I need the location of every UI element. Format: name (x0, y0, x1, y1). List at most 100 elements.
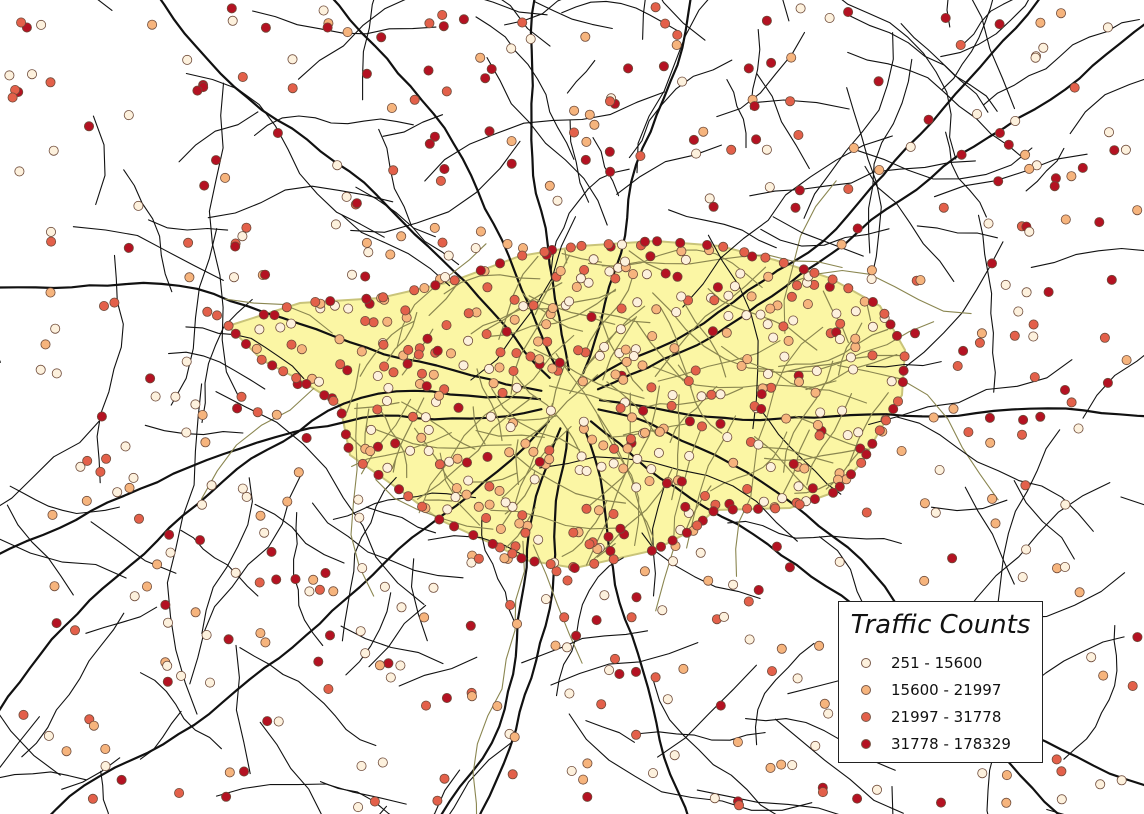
traffic-count-marker (466, 691, 477, 702)
traffic-count-marker (631, 482, 642, 493)
traffic-count-marker (919, 575, 930, 586)
traffic-count-marker (109, 297, 120, 308)
traffic-count-marker (422, 333, 433, 344)
traffic-count-marker (518, 301, 529, 312)
traffic-count-marker (722, 432, 733, 443)
traffic-count-marker (564, 296, 575, 307)
minor-road (475, 16, 575, 160)
traffic-count-marker (511, 382, 522, 393)
traffic-count-marker (952, 360, 963, 371)
traffic-count-marker (420, 700, 431, 711)
traffic-count-marker (963, 427, 974, 438)
traffic-count-marker (728, 579, 739, 590)
traffic-count-marker (569, 105, 580, 116)
minor-road (941, 0, 994, 90)
traffic-count-marker (723, 310, 734, 321)
traffic-count-marker (785, 96, 796, 107)
traffic-count-marker (357, 458, 368, 469)
zone-street (510, 304, 551, 395)
traffic-count-marker (382, 462, 393, 473)
traffic-count-marker (473, 501, 484, 512)
minor-road (341, 214, 451, 287)
traffic-count-marker (712, 282, 723, 293)
traffic-count-marker (228, 272, 239, 283)
traffic-count-marker (128, 472, 139, 483)
traffic-count-marker (680, 254, 691, 265)
legend-label-class-3: 21997 - 31778 (891, 708, 1002, 726)
traffic-count-marker (615, 523, 626, 534)
traffic-count-marker (494, 362, 505, 373)
minor-road (6, 504, 74, 596)
traffic-count-marker (507, 548, 518, 559)
traffic-count-marker (605, 166, 616, 177)
traffic-count-marker (564, 688, 575, 699)
traffic-count-marker (484, 126, 495, 137)
traffic-count-marker (728, 457, 739, 468)
traffic-count-marker (792, 280, 803, 291)
traffic-count-marker (581, 503, 592, 514)
traffic-count-marker (762, 319, 773, 330)
legend-label-class-2: 15600 - 21997 (891, 681, 1002, 699)
traffic-count-marker (199, 180, 210, 191)
minor-road (846, 87, 882, 282)
minor-road (657, 664, 757, 758)
traffic-count-marker (301, 378, 312, 389)
traffic-count-marker (667, 535, 678, 546)
traffic-count-marker (718, 241, 729, 252)
traffic-count-marker (241, 222, 252, 233)
traffic-count-marker (798, 264, 809, 275)
traffic-count-marker (867, 438, 878, 449)
minor-road (788, 269, 972, 315)
traffic-count-marker (604, 266, 615, 277)
traffic-count-marker (1077, 162, 1088, 173)
traffic-count-marker (552, 195, 563, 206)
traffic-count-marker (1086, 652, 1097, 663)
traffic-count-marker (582, 791, 593, 802)
traffic-count-points (4, 2, 1143, 813)
traffic-count-marker (793, 481, 804, 492)
traffic-count-marker (652, 236, 663, 247)
minor-road (201, 298, 253, 424)
traffic-count-marker (650, 2, 661, 13)
traffic-count-marker (872, 784, 883, 795)
traffic-count-marker (101, 453, 112, 464)
traffic-count-marker (1017, 572, 1028, 583)
traffic-count-marker (441, 320, 452, 331)
traffic-count-marker (47, 509, 58, 520)
traffic-count-marker (577, 376, 588, 387)
traffic-count-marker (366, 424, 377, 435)
traffic-count-marker (416, 432, 427, 443)
traffic-count-marker (896, 445, 907, 456)
traffic-count-marker (501, 326, 512, 337)
traffic-count-marker (251, 343, 262, 354)
traffic-count-marker (506, 158, 517, 169)
traffic-count-marker (281, 302, 292, 313)
traffic-count-marker (1000, 279, 1011, 290)
traffic-count-marker (580, 154, 591, 165)
minor-road (375, 479, 494, 530)
minor-road (933, 153, 1088, 198)
traffic-count-marker (843, 7, 854, 17)
traffic-count-marker (374, 660, 385, 671)
traffic-count-marker (1073, 423, 1084, 434)
traffic-count-marker (256, 354, 267, 365)
traffic-count-marker (608, 554, 619, 565)
minor-road (382, 114, 444, 137)
traffic-count-marker (133, 200, 144, 211)
traffic-count-marker (544, 454, 555, 465)
traffic-count-marker (809, 494, 820, 505)
traffic-count-marker (888, 403, 899, 414)
traffic-count-marker (482, 451, 493, 462)
traffic-count-marker (319, 390, 330, 401)
traffic-count-marker (628, 351, 639, 362)
traffic-count-marker (424, 18, 435, 29)
minor-road (368, 604, 427, 668)
traffic-count-marker (545, 405, 556, 416)
traffic-count-marker (899, 351, 910, 362)
map-legend: Traffic Counts 251 - 15600 15600 - 21997… (838, 601, 1043, 763)
traffic-count-marker (356, 761, 367, 772)
traffic-count-marker (1001, 770, 1012, 781)
traffic-count-marker (827, 274, 838, 285)
traffic-count-marker (61, 746, 72, 757)
traffic-count-marker (672, 29, 683, 40)
